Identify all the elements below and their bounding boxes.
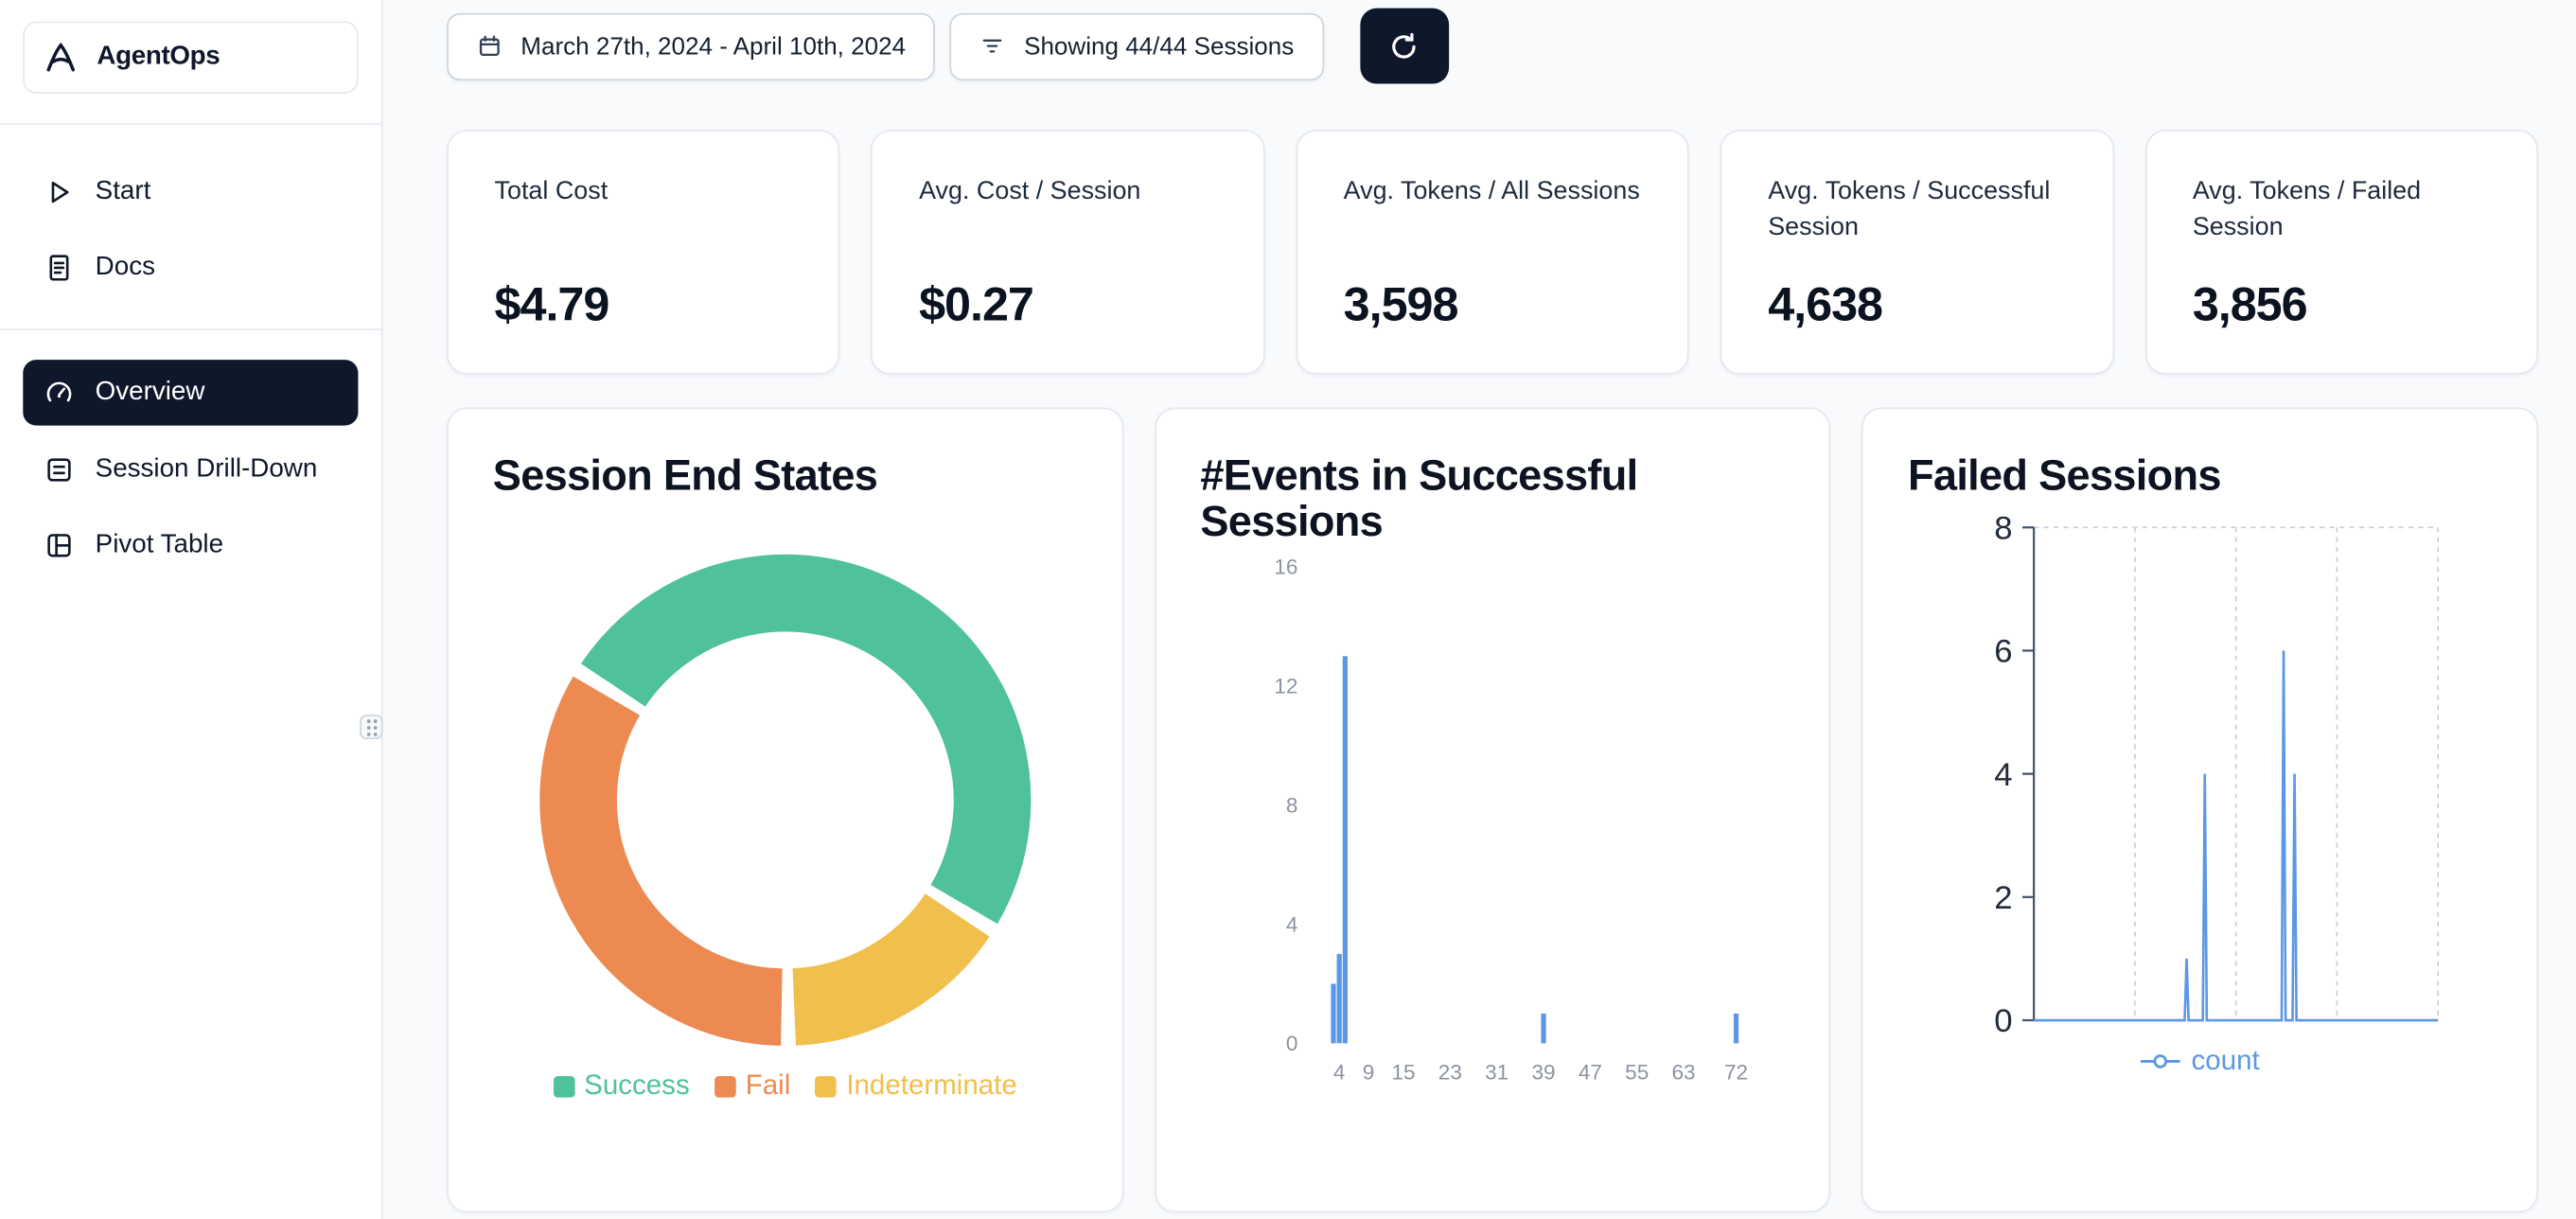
sidebar-item-label: Session Drill-Down bbox=[95, 454, 318, 484]
donut-legend: Success Fail Indeterminate bbox=[493, 1069, 1077, 1103]
stat-card-avg-cost-session: Avg. Cost / Session $0.27 bbox=[871, 130, 1265, 375]
stat-value: 3,856 bbox=[2192, 279, 2308, 332]
donut-legend-item[interactable]: Indeterminate bbox=[815, 1069, 1017, 1103]
sidebar-item-start[interactable]: Start bbox=[23, 161, 358, 223]
svg-text:31: 31 bbox=[1485, 1061, 1509, 1085]
legend-label: Fail bbox=[745, 1069, 791, 1102]
svg-text:39: 39 bbox=[1531, 1061, 1555, 1085]
svg-text:47: 47 bbox=[1578, 1061, 1601, 1085]
svg-text:4: 4 bbox=[1285, 913, 1297, 937]
svg-text:6: 6 bbox=[1995, 634, 2013, 670]
line-marker-icon bbox=[2140, 1054, 2180, 1069]
svg-text:9: 9 bbox=[1362, 1061, 1374, 1085]
legend-swatch-fail bbox=[714, 1075, 736, 1097]
sidebar-item-session-drill-down[interactable]: Session Drill-Down bbox=[23, 439, 358, 502]
stats-row: Total Cost $4.79 Avg. Cost / Session $0.… bbox=[447, 130, 2539, 375]
logo[interactable]: AgentOps bbox=[23, 21, 359, 94]
date-range-label: March 27th, 2024 - April 10th, 2024 bbox=[520, 31, 907, 61]
sidebar-divider bbox=[0, 123, 381, 125]
stat-card-avg-tokens-successful: Avg. Tokens / Successful Session 4,638 bbox=[1720, 130, 2114, 375]
session-end-states-card: Session End States Success Fail bbox=[447, 407, 1123, 1213]
legend-swatch-success bbox=[553, 1075, 574, 1097]
list-box-icon bbox=[47, 458, 71, 482]
sidebar-item-label: Pivot Table bbox=[95, 530, 224, 559]
sidebar-main-nav: Overview Session Drill-Down Pivot Table bbox=[0, 330, 381, 576]
filter-icon bbox=[983, 39, 1002, 53]
stat-label: Avg. Tokens / Successful Session bbox=[1768, 177, 2051, 243]
document-icon bbox=[49, 255, 69, 281]
stat-card-total-cost: Total Cost $4.79 bbox=[447, 130, 840, 375]
donut-chart[interactable] bbox=[538, 554, 1032, 1047]
legend-label: Indeterminate bbox=[846, 1069, 1017, 1102]
svg-text:16: 16 bbox=[1274, 556, 1297, 579]
sessions-filter-label: Showing 44/44 Sessions bbox=[1024, 31, 1295, 61]
sidebar-divider bbox=[0, 328, 381, 330]
svg-text:8: 8 bbox=[1995, 511, 2013, 547]
stat-value: 4,638 bbox=[1768, 279, 1883, 332]
donut-legend-item[interactable]: Fail bbox=[714, 1069, 791, 1103]
stat-value: $4.79 bbox=[494, 279, 610, 332]
main-content: March 27th, 2024 - April 10th, 2024 Show… bbox=[382, 0, 2576, 1219]
legend-swatch-indeterminate bbox=[815, 1075, 837, 1097]
stat-value: $0.27 bbox=[919, 279, 1034, 332]
svg-text:2: 2 bbox=[1995, 880, 2013, 916]
app-name: AgentOps bbox=[97, 43, 221, 71]
calendar-icon bbox=[479, 35, 500, 57]
charts-row: Session End States Success Fail bbox=[447, 407, 2539, 1213]
svg-text:72: 72 bbox=[1723, 1061, 1747, 1085]
failed-sessions-card: Failed Sessions 0 2 4 6 8 count bbox=[1861, 407, 2539, 1213]
svg-text:8: 8 bbox=[1285, 794, 1297, 818]
svg-text:12: 12 bbox=[1274, 675, 1297, 698]
svg-text:15: 15 bbox=[1391, 1061, 1415, 1085]
events-successful-sessions-card: #Events in Successful Sessions 0 4 8 12 16 4 9… bbox=[1154, 407, 1831, 1213]
stat-value: 3,598 bbox=[1343, 279, 1459, 332]
svg-text:4: 4 bbox=[1995, 757, 2013, 793]
refresh-icon bbox=[1392, 31, 1416, 58]
sidebar-item-overview[interactable]: Overview bbox=[23, 360, 359, 426]
stat-label: Avg. Tokens / All Sessions bbox=[1343, 177, 1640, 205]
chart-title: Failed Sessions bbox=[1908, 450, 2221, 500]
count-legend[interactable]: count bbox=[1908, 1045, 2492, 1078]
chart-title: #Events in Successful Sessions bbox=[1200, 450, 1638, 546]
svg-text:0: 0 bbox=[1995, 1003, 2013, 1039]
stat-label: Avg. Tokens / Failed Session bbox=[2192, 177, 2422, 243]
sidebar-item-docs[interactable]: Docs bbox=[23, 237, 358, 299]
stat-card-avg-tokens-all: Avg. Tokens / All Sessions 3,598 bbox=[1296, 130, 1689, 375]
count-legend-label: count bbox=[2191, 1045, 2260, 1077]
table-columns-icon bbox=[47, 534, 71, 557]
sidebar-item-label: Overview bbox=[95, 378, 205, 406]
toolbar: March 27th, 2024 - April 10th, 2024 Show… bbox=[447, 8, 2538, 84]
chart-title: Session End States bbox=[492, 450, 878, 500]
stat-label: Avg. Cost / Session bbox=[919, 177, 1141, 205]
sidebar-top-nav: Start Docs bbox=[0, 125, 381, 299]
legend-label: Success bbox=[584, 1069, 690, 1102]
grip-dots-icon bbox=[365, 718, 377, 736]
sidebar-resize-handle[interactable] bbox=[360, 715, 383, 740]
agentops-logo-icon bbox=[46, 43, 75, 72]
svg-text:0: 0 bbox=[1285, 1032, 1297, 1055]
failed-line-chart[interactable]: 0 2 4 6 8 bbox=[1908, 511, 2496, 1042]
refresh-button[interactable] bbox=[1359, 8, 1449, 84]
gauge-icon bbox=[46, 381, 72, 402]
date-range-button[interactable]: March 27th, 2024 - April 10th, 2024 bbox=[447, 12, 936, 80]
sidebar-item-label: Start bbox=[95, 177, 151, 205]
sessions-filter-button[interactable]: Showing 44/44 Sessions bbox=[949, 12, 1324, 80]
sidebar-item-label: Docs bbox=[95, 253, 155, 281]
stat-card-avg-tokens-failed: Avg. Tokens / Failed Session 3,856 bbox=[2144, 130, 2539, 375]
svg-text:23: 23 bbox=[1438, 1061, 1461, 1085]
sidebar: AgentOps Start Docs bbox=[0, 0, 383, 1219]
svg-text:55: 55 bbox=[1625, 1061, 1649, 1085]
stat-label: Total Cost bbox=[494, 177, 609, 205]
play-icon bbox=[51, 181, 69, 203]
svg-text:4: 4 bbox=[1332, 1061, 1345, 1085]
sidebar-item-pivot-table[interactable]: Pivot Table bbox=[23, 514, 358, 576]
svg-text:63: 63 bbox=[1671, 1061, 1695, 1085]
donut-legend-item[interactable]: Success bbox=[553, 1069, 690, 1103]
